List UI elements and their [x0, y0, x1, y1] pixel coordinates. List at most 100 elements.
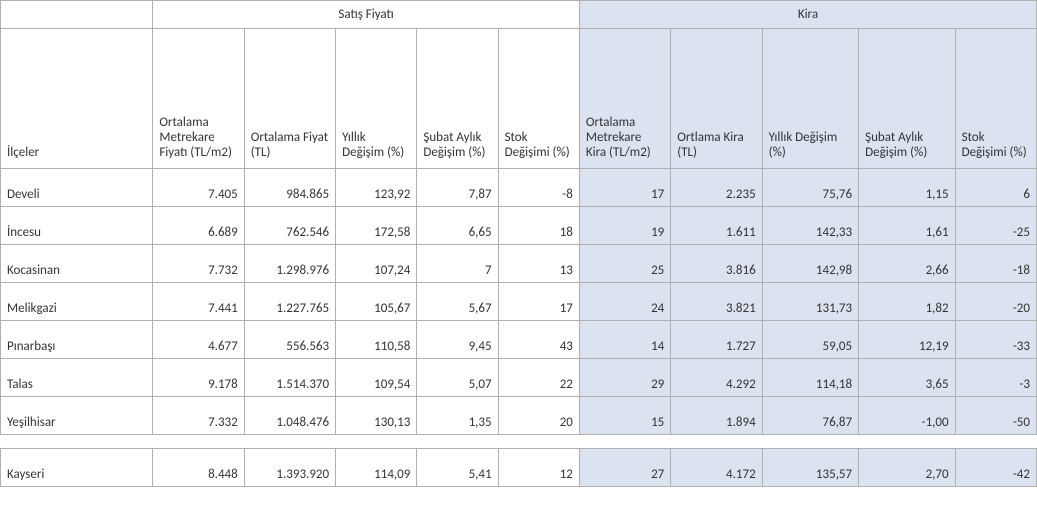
rent-cell: 2,66: [859, 245, 955, 283]
corner-cell: [1, 1, 153, 29]
rent-cell: 1.727: [671, 321, 762, 359]
group-header-row: Satış Fiyatı Kira: [1, 1, 1037, 29]
sale-cell: 7.441: [153, 283, 244, 321]
sale-group-header: Satış Fiyatı: [153, 1, 580, 29]
sale-cell: 5,67: [417, 283, 498, 321]
rent-cell: -18: [955, 245, 1036, 283]
sale-cell: 4.677: [153, 321, 244, 359]
rent-col-2: Yıllık Değişim (%): [762, 29, 858, 169]
rent-cell: 12,19: [859, 321, 955, 359]
sale-cell: 13: [498, 245, 579, 283]
rent-cell: 15: [579, 397, 670, 435]
rent-cell: 2,70: [859, 449, 955, 487]
rent-cell: 3.821: [671, 283, 762, 321]
sale-cell: 17: [498, 283, 579, 321]
sale-cell: 130,13: [336, 397, 417, 435]
row-label: Talas: [1, 359, 153, 397]
rent-cell: 135,57: [762, 449, 858, 487]
price-rent-table: Satış Fiyatı Kira İlçeler Ortalama Metre…: [0, 0, 1037, 487]
table-row: İncesu6.689762.546172,586,6518191.611142…: [1, 207, 1037, 245]
row-label: Kocasinan: [1, 245, 153, 283]
sale-cell: 5,41: [417, 449, 498, 487]
row-label: Melikgazi: [1, 283, 153, 321]
rent-cell: 3,65: [859, 359, 955, 397]
sale-cell: 8.448: [153, 449, 244, 487]
row-label: Kayseri: [1, 449, 153, 487]
sale-cell: 6.689: [153, 207, 244, 245]
rent-cell: 19: [579, 207, 670, 245]
rent-cell: 1,15: [859, 169, 955, 207]
rent-cell: 1.894: [671, 397, 762, 435]
sale-cell: 172,58: [336, 207, 417, 245]
row-label: Yeşilhisar: [1, 397, 153, 435]
table-row: Talas9.1781.514.370109,545,0722294.29211…: [1, 359, 1037, 397]
sale-cell: 110,58: [336, 321, 417, 359]
table-row: Kocasinan7.7321.298.976107,24713253.8161…: [1, 245, 1037, 283]
sale-cell: 20: [498, 397, 579, 435]
rent-col-0: Ortalama Metrekare Kira (TL/m2): [579, 29, 670, 169]
sale-cell: 7: [417, 245, 498, 283]
rent-col-1: Ortlama Kira (TL): [671, 29, 762, 169]
rent-cell: -42: [955, 449, 1036, 487]
rent-cell: 14: [579, 321, 670, 359]
rent-cell: 131,73: [762, 283, 858, 321]
row-label: İncesu: [1, 207, 153, 245]
rent-col-3: Şubat Aylık Değişim (%): [859, 29, 955, 169]
rent-col-4: Stok Değişimi (%): [955, 29, 1036, 169]
sale-col-1: Ortalama Fiyat (TL): [244, 29, 335, 169]
rent-cell: 1.611: [671, 207, 762, 245]
column-header-row: İlçeler Ortalama Metrekare Fiyatı (TL/m2…: [1, 29, 1037, 169]
sale-cell: 18: [498, 207, 579, 245]
rent-cell: 4.172: [671, 449, 762, 487]
sale-cell: 1.048.476: [244, 397, 335, 435]
rent-cell: 6: [955, 169, 1036, 207]
rent-cell: 25: [579, 245, 670, 283]
rent-cell: -1,00: [859, 397, 955, 435]
sale-col-3: Şubat Aylık Değişim (%): [417, 29, 498, 169]
sale-col-0: Ortalama Metrekare Fiyatı (TL/m2): [153, 29, 244, 169]
rent-cell: 27: [579, 449, 670, 487]
table-row: Develi7.405984.865123,927,87-8172.23575,…: [1, 169, 1037, 207]
row-label-header: İlçeler: [1, 29, 153, 169]
rent-cell: 75,76: [762, 169, 858, 207]
rent-cell: 1,82: [859, 283, 955, 321]
spacer-row: [1, 435, 1037, 449]
sale-cell: 1.298.976: [244, 245, 335, 283]
sale-cell: 1.514.370: [244, 359, 335, 397]
rent-cell: 142,33: [762, 207, 858, 245]
sale-cell: 7.405: [153, 169, 244, 207]
sale-cell: 7.332: [153, 397, 244, 435]
sale-cell: 7.732: [153, 245, 244, 283]
sale-col-2: Yıllık Değişim (%): [336, 29, 417, 169]
rent-cell: 4.292: [671, 359, 762, 397]
sale-cell: 984.865: [244, 169, 335, 207]
sale-cell: 5,07: [417, 359, 498, 397]
sale-cell: 9.178: [153, 359, 244, 397]
sale-cell: 1.227.765: [244, 283, 335, 321]
rent-group-header: Kira: [579, 1, 1036, 29]
rent-cell: 1,61: [859, 207, 955, 245]
sale-cell: 1,35: [417, 397, 498, 435]
rent-cell: 24: [579, 283, 670, 321]
rent-cell: 2.235: [671, 169, 762, 207]
rent-cell: -25: [955, 207, 1036, 245]
rent-cell: 76,87: [762, 397, 858, 435]
sale-cell: 762.546: [244, 207, 335, 245]
sale-cell: 105,67: [336, 283, 417, 321]
rent-cell: -3: [955, 359, 1036, 397]
sale-cell: 123,92: [336, 169, 417, 207]
rent-cell: 17: [579, 169, 670, 207]
rent-cell: 114,18: [762, 359, 858, 397]
sale-cell: 1.393.920: [244, 449, 335, 487]
rent-cell: -33: [955, 321, 1036, 359]
row-label: Pınarbaşı: [1, 321, 153, 359]
sale-cell: 114,09: [336, 449, 417, 487]
rent-cell: 29: [579, 359, 670, 397]
rent-cell: -20: [955, 283, 1036, 321]
sale-cell: 12: [498, 449, 579, 487]
sale-cell: -8: [498, 169, 579, 207]
sale-col-4: Stok Değişimi (%): [498, 29, 579, 169]
rent-cell: -50: [955, 397, 1036, 435]
table-row: Pınarbaşı4.677556.563110,589,4543141.727…: [1, 321, 1037, 359]
sale-cell: 107,24: [336, 245, 417, 283]
